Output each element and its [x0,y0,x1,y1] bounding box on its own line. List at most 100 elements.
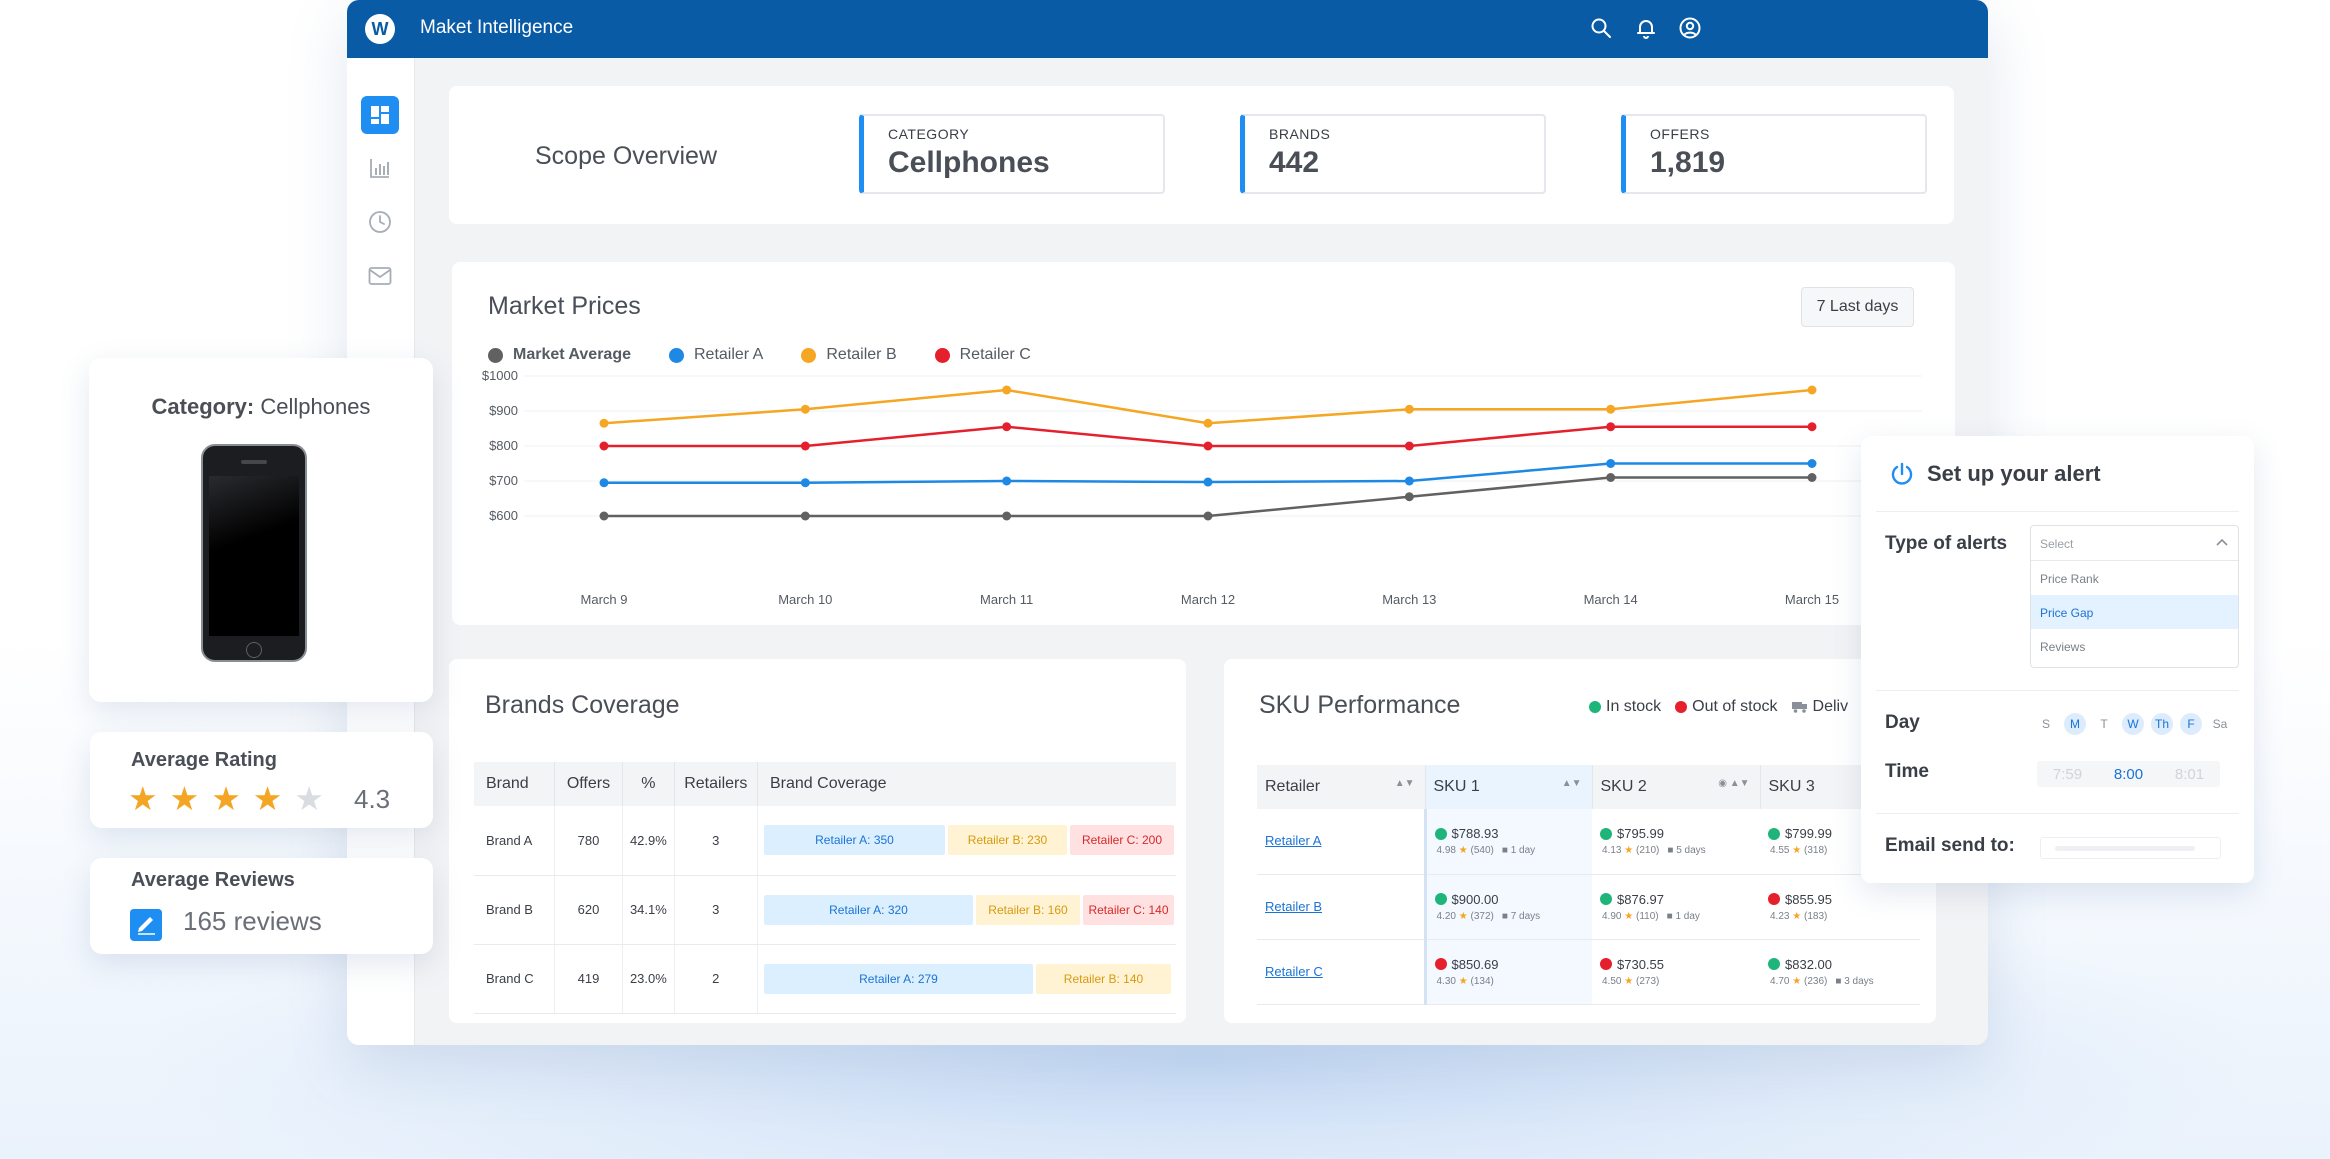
alert-type-dropdown[interactable]: Select Price Rank Price Gap Reviews [2030,525,2239,668]
sku-rating: 4.55 ★ (318) [1770,845,1827,856]
sort-icon[interactable]: ▲▼ [1561,778,1582,789]
time-option[interactable]: 8:01 [2174,765,2205,783]
x-tick-label: March 12 [1181,592,1235,607]
sku-delivery-text: 1 day [1510,845,1536,857]
day-toggle[interactable]: M [2064,713,2086,735]
legend-item[interactable]: Market Average [488,346,631,364]
table-row: Brand B 620 34.1% 3 Retailer A: 320 Retailer … [474,875,1176,945]
time-option[interactable]: 7:59 [2052,765,2083,783]
retailer-link[interactable]: Retailer A [1265,833,1322,849]
sku-rating: 4.70 ★ (236) [1770,976,1827,987]
star-icon: ★ [1455,845,1471,857]
scope-title: Scope Overview [535,142,718,170]
category-card-title: Category: Cellphones [89,394,433,420]
sku-delivery: ■ 3 days [1835,976,1873,987]
data-point [1404,404,1414,414]
column-header-sku1[interactable]: SKU 1 ▲▼ [1425,765,1593,809]
sku-price: $832.00 [1785,956,1832,972]
chevron-up-icon[interactable] [2216,538,2228,546]
coverage-bar: Retailer A: 320 Retailer B: 160 Retailer C… [758,894,1176,925]
price-line: $788.93 [1434,826,1593,841]
day-toggle[interactable]: S [2041,717,2050,731]
kpi-offers: OFFERS 1,819 [1621,114,1927,194]
truck-icon: ■ [1835,975,1845,987]
data-point [1807,473,1817,482]
sort-icon[interactable]: ▲▼ [1394,778,1415,789]
time-picker[interactable]: 7:59 8:00 8:01 [2037,761,2220,787]
clock-icon[interactable] [361,203,399,241]
column-header: % [622,762,675,806]
data-point [1002,385,1012,395]
legend-dot [488,347,503,363]
legend-label: Retailer C [959,346,1031,363]
retailer-link[interactable]: Retailer C [1265,963,1323,979]
dropdown-placeholder[interactable]: Select [2031,526,2238,561]
rating-stars: ★ ★ ★ ★ ★ [128,782,324,815]
table-cell-pct: 23.0% [622,944,675,1014]
brands-table: Brand Offers % Retailers Brand Coverage … [474,762,1176,1014]
price-line: $900.00 [1434,892,1593,907]
kpi-value: Cellphones [888,146,1050,179]
dropdown-option[interactable]: Reviews [2040,640,2086,654]
data-point [1404,476,1414,486]
day-toggle[interactable]: Sa [2212,717,2228,731]
legend-label: In stock [1606,698,1662,715]
day-toggle[interactable]: T [2100,717,2108,731]
data-point [1606,404,1616,414]
email-field[interactable] [2040,837,2221,859]
legend-item[interactable]: Retailer C [934,346,1031,364]
day-toggle[interactable]: F [2180,713,2202,735]
sku-review-count: (273) [1636,975,1660,987]
data-point [800,441,810,451]
out-of-stock-icon [1600,958,1612,970]
column-header-retailer[interactable]: Retailer ▲▼ [1257,765,1426,809]
sku-meta: 4.20 ★ (372) ■ 7 days [1435,911,1593,922]
legend-item[interactable]: Retailer B [801,346,897,364]
table-cell-pct: 34.1% [622,875,675,945]
period-button[interactable]: 7 Last days [1801,287,1914,327]
user-circle-icon[interactable] [1678,16,1702,40]
legend-label: Deliv [1812,698,1849,715]
sku-meta: 4.90 ★ (110) ■ 1 day [1600,911,1760,922]
column-header-sku2[interactable]: SKU 2 ◉ ▲▼ [1592,765,1761,809]
y-tick-label: $800 [489,438,518,453]
mail-icon[interactable] [361,257,399,295]
sku-price: $799.99 [1785,826,1832,842]
kpi-brands: BRANDS 442 [1240,114,1546,194]
sku-rating-value: 4.70 [1770,975,1790,987]
power-icon [1891,462,1913,485]
dashboard-icon[interactable] [361,96,399,134]
legend-item[interactable]: Retailer A [668,346,763,364]
average-reviews-title: Average Reviews [131,869,295,891]
star-icon: ★ [1789,910,1804,922]
sku-rating-value: 4.90 [1602,910,1622,922]
table-header-row: Brand Offers % Retailers Brand Coverage [474,762,1176,806]
star-icon: ★ [1789,845,1804,857]
top-bar: W Maket Intelligence [347,0,1988,58]
legend-delivery: Deliv [1791,698,1849,716]
truck-icon: ■ [1666,910,1676,922]
day-toggle[interactable]: Th [2151,713,2173,735]
column-header-label: SKU 2 [1600,778,1647,795]
dropdown-option-selected[interactable]: Price Gap [2031,595,2238,629]
retailer-link[interactable]: Retailer B [1265,898,1323,914]
coverage-segment: Retailer A: 320 [764,894,973,925]
sku-meta: 4.70 ★ (236) ■ 3 days [1768,976,1920,987]
time-option-selected[interactable]: 8:00 [2113,765,2144,783]
sku-meta: 4.55 ★ (318) [1768,845,1920,856]
bar-chart-icon[interactable] [361,149,399,187]
table-row: Retailer B $900.00 4.20 ★ (372) ■ 7 days $87… [1257,874,1920,940]
sku-price: $855.95 [1785,891,1832,907]
time-label: Time [1885,761,1930,782]
sort-icon[interactable]: ◉ ▲▼ [1718,778,1750,789]
day-toggle[interactable]: W [2122,713,2144,735]
dropdown-option[interactable]: Price Rank [2040,572,2099,586]
divider [1876,813,2239,814]
search-icon[interactable] [1589,16,1613,40]
sku-price: $730.55 [1617,956,1664,972]
price-line: $799.99 [1768,826,1920,841]
star-filled-icon: ★ [128,780,158,817]
bell-icon[interactable] [1634,16,1658,40]
price-line: $795.99 [1600,826,1760,841]
table-cell-retailers: 2 [674,944,759,1014]
